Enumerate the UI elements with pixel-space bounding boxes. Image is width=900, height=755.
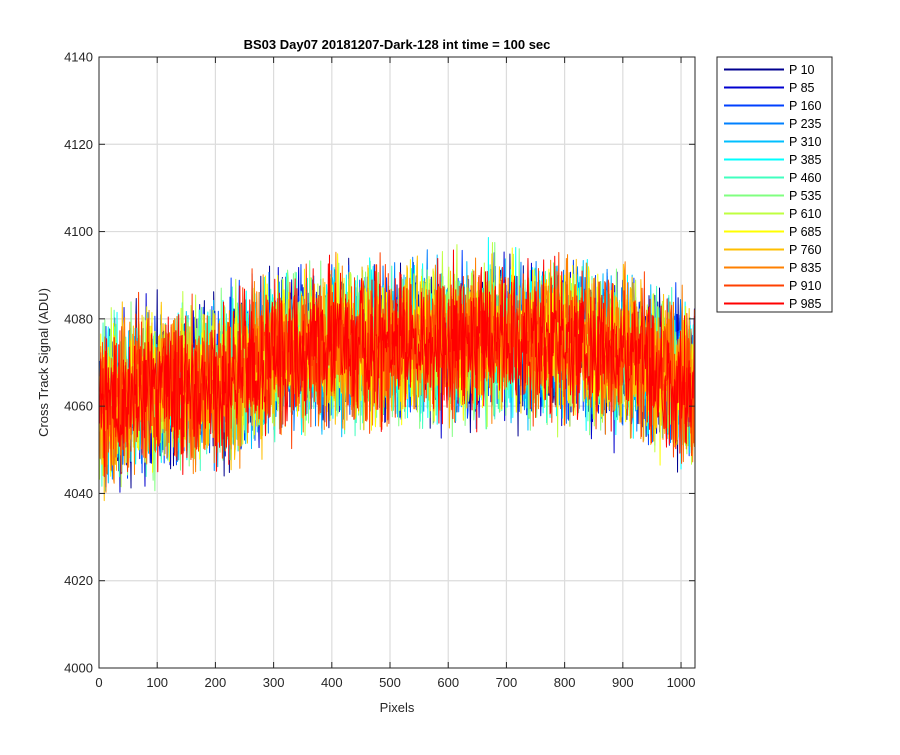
legend-label: P 535 (789, 189, 821, 203)
legend-label: P 85 (789, 81, 815, 95)
legend-label: P 160 (789, 99, 821, 113)
legend-box (716, 56, 833, 313)
x-axis-label: Pixels (380, 700, 415, 715)
axis-ticks: 0 100 200 300 400 500 600 700 800 900 1000 4000 4020… (64, 50, 695, 691)
plot-frame (98, 56, 696, 669)
y-tick-label: 4140 (64, 50, 93, 65)
series-layer (99, 236, 696, 502)
y-tick-label: 4120 (64, 137, 93, 152)
legend-label: P 460 (789, 171, 821, 185)
y-tick-label: 4080 (64, 311, 93, 326)
x-tick-label: 300 (263, 675, 285, 690)
legend-label: P 385 (789, 153, 821, 167)
legend-label: P 985 (789, 297, 821, 311)
x-tick-label: 700 (496, 675, 518, 690)
series-line-p985 (99, 249, 696, 478)
legend: P 10 P 85 P 160 P 235 P 310 P 385 P 460 P 535 P … (716, 56, 833, 313)
x-tick-label: 800 (554, 675, 576, 690)
y-tick-label: 4000 (64, 661, 93, 676)
y-tick-label: 4060 (64, 399, 93, 414)
x-tick-label: 900 (612, 675, 634, 690)
y-tick-label: 4020 (64, 573, 93, 588)
legend-label: P 760 (789, 243, 821, 257)
x-tick-label: 200 (205, 675, 227, 690)
x-tick-label: 400 (321, 675, 343, 690)
legend-label: P 610 (789, 207, 821, 221)
legend-label: P 910 (789, 279, 821, 293)
legend-label: P 685 (789, 225, 821, 239)
y-tick-label: 4100 (64, 224, 93, 239)
x-tick-label: 1000 (667, 675, 696, 690)
chart-title: BS03 Day07 20181207-Dark-128 int time = … (244, 37, 551, 52)
legend-label: P 835 (789, 261, 821, 275)
y-tick-label: 4040 (64, 486, 93, 501)
x-tick-label: 0 (95, 675, 102, 690)
legend-label: P 10 (789, 63, 815, 77)
legend-label: P 310 (789, 135, 821, 149)
x-tick-label: 500 (379, 675, 401, 690)
x-tick-label: 100 (146, 675, 168, 690)
legend-label: P 235 (789, 117, 821, 131)
x-tick-label: 600 (437, 675, 459, 690)
y-axis-label: Cross Track Signal (ADU) (36, 288, 51, 437)
